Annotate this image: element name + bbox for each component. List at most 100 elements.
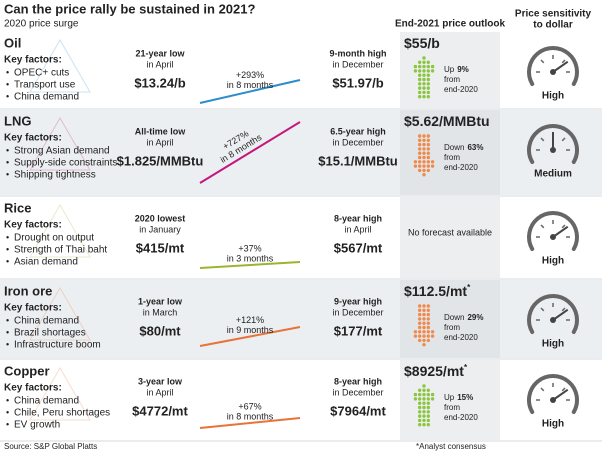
outlook-dot — [426, 388, 430, 392]
low-when: in March — [143, 307, 178, 317]
gauge-tick — [540, 59, 545, 64]
gauge-hub — [550, 69, 556, 75]
outlook-dot — [413, 64, 418, 69]
change-period: in 9 months — [227, 325, 274, 335]
factor: China demand — [14, 396, 79, 407]
price-line — [199, 326, 301, 347]
sensitivity-header: Price sensitivity — [515, 9, 592, 20]
outlook-dot — [418, 304, 422, 308]
change-label: +37%in 3 months — [227, 243, 274, 263]
change-period: in 8 months — [227, 80, 274, 90]
high-price: $15.1/MMBtu — [318, 153, 398, 168]
outlook-dot — [418, 64, 422, 69]
outlook-dot — [422, 325, 426, 330]
footnote: *Analyst consensus — [416, 442, 486, 451]
gauge-tick — [561, 224, 566, 229]
outlook-from: from — [444, 403, 460, 412]
factor: China demand — [14, 316, 79, 327]
low-label: 1-year low — [138, 296, 183, 306]
high-label: 9-month high — [330, 48, 387, 58]
gauge-arc — [527, 294, 579, 334]
gauge-hub — [550, 317, 556, 323]
factor: EV growth — [14, 420, 60, 431]
title: Can the price rally be sustained in 2021… — [4, 1, 255, 16]
outlook-dot — [418, 160, 422, 164]
row-background — [0, 197, 602, 278]
high-label: 6.5-year high — [330, 126, 386, 136]
outlook-dot — [422, 405, 426, 410]
high-price: $567/mt — [334, 240, 383, 255]
outlook-dot — [422, 401, 426, 405]
change-period: in 8 months — [227, 411, 274, 421]
gauge-tick — [561, 387, 566, 392]
gauge-arc — [527, 46, 579, 86]
source: Source: S&P Global Platts — [4, 442, 97, 451]
outlook-dot — [418, 86, 422, 90]
outlook-pct: 15% — [457, 393, 473, 402]
outlook-mark: * — [467, 283, 471, 292]
factors-label: Key factors: — [4, 220, 62, 231]
factor-bullet: • — [6, 145, 9, 155]
high-when: in December — [332, 59, 383, 69]
sensitivity: Medium — [534, 169, 572, 180]
icon — [29, 366, 91, 421]
outlook-dot — [422, 73, 426, 77]
outlook-dot — [426, 60, 430, 64]
outlook-dot — [422, 147, 426, 151]
factor: Infrastructure boom — [14, 340, 101, 351]
low-label: 3-year low — [138, 376, 183, 386]
outlook-dot — [422, 388, 426, 392]
factor: Supply-side constraints — [14, 158, 117, 169]
outlook-dot — [430, 397, 435, 401]
outlook-dot — [422, 60, 426, 64]
outlook-dot — [426, 330, 430, 334]
row-background — [0, 32, 602, 108]
outlook-dot — [426, 308, 430, 312]
outlook-dot — [418, 164, 422, 168]
factor-bullet: • — [6, 419, 9, 429]
outlook-dir: Up — [444, 393, 455, 402]
high-price: $7964/mt — [330, 403, 386, 418]
factor: Transport use — [14, 80, 76, 91]
outlook-dot — [418, 82, 422, 86]
sensitivity: High — [542, 256, 564, 267]
outlook-dot — [422, 69, 426, 73]
outlook-dot — [422, 392, 426, 397]
factor-bullet: • — [6, 256, 9, 266]
outlook-pct: 63% — [467, 143, 483, 152]
sensitivity: High — [542, 419, 564, 430]
outlook-dot — [426, 304, 430, 308]
outlook-dot — [413, 334, 418, 338]
factor-bullet: • — [6, 169, 9, 179]
outlook-dot — [422, 164, 426, 168]
outlook-background — [400, 110, 500, 195]
factor-bullet: • — [6, 395, 9, 405]
outlook-change: Down 63% — [444, 143, 483, 152]
outlook-dot — [418, 414, 422, 418]
price-line — [199, 417, 301, 429]
outlook-dot — [430, 69, 435, 73]
outlook-dot — [422, 414, 426, 418]
outlook-from: from — [444, 153, 460, 162]
factor-bullet: • — [6, 327, 9, 337]
backgrounds — [0, 32, 602, 442]
outlook-dot — [426, 147, 430, 151]
outlook-dot — [418, 308, 422, 312]
factors-label: Key factors: — [4, 383, 62, 394]
outlook-dot — [418, 138, 422, 142]
outlook-dot — [418, 317, 422, 321]
factor-bullet: • — [6, 339, 9, 349]
icon — [29, 286, 91, 341]
outlook-dot — [418, 423, 422, 427]
outlook-dot — [426, 151, 430, 155]
outlook-dot — [418, 168, 422, 173]
low-when: in April — [146, 387, 173, 397]
gauge-hub — [550, 397, 556, 403]
outlook-dot — [426, 82, 430, 86]
outlook-dot — [422, 410, 426, 414]
outlook-dot — [418, 330, 422, 334]
outlook-dot — [418, 418, 422, 423]
high-label: 8-year high — [334, 213, 382, 223]
commodity-name: Iron ore — [4, 283, 52, 298]
high-when: in December — [332, 307, 383, 317]
